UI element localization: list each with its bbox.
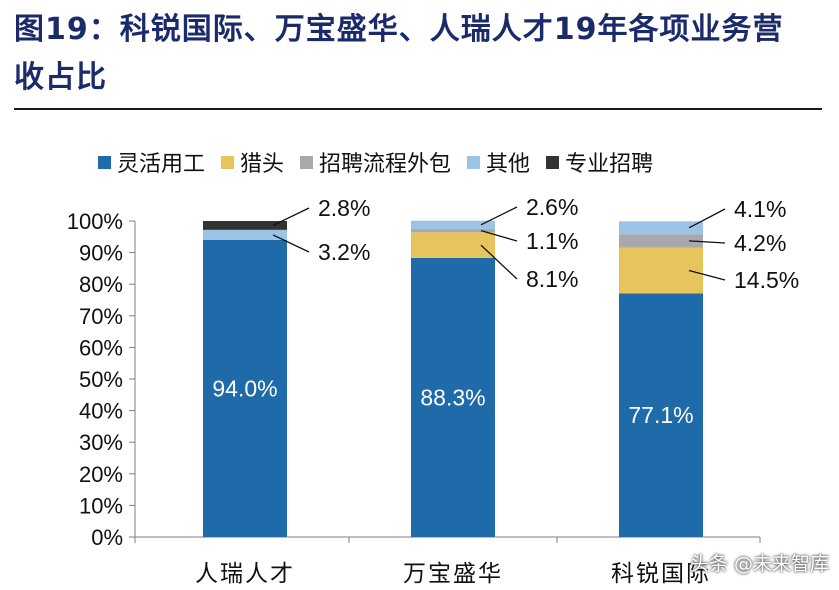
figure-title: 图19：科锐国际、万宝盛华、人瑞人才19年各项业务营收占比 (14, 12, 784, 95)
callout-leader-line (272, 207, 310, 227)
bar-segment (619, 221, 703, 235)
bar-segment (411, 228, 495, 233)
bar-value-label: 94.0% (212, 375, 277, 401)
x-category-label: 万宝盛华 (403, 561, 503, 587)
bar-segment (203, 221, 287, 230)
legend-label: 灵活用工 (117, 152, 206, 177)
y-tick-label: 30% (79, 430, 123, 455)
y-tick-label: 40% (79, 399, 123, 424)
y-tick-label: 60% (79, 335, 123, 360)
bar-segment (203, 229, 287, 240)
legend-item: 专业招聘 (546, 146, 653, 178)
y-tick-label: 0% (91, 525, 123, 550)
callout-label: 1.1% (526, 228, 578, 254)
y-tick-label: 80% (79, 272, 123, 297)
bar-value-label: 77.1% (628, 402, 693, 428)
bar-segment (411, 257, 495, 537)
y-tick-label: 10% (79, 493, 123, 518)
legend-label: 猎头 (240, 152, 285, 177)
legend-label: 专业招聘 (565, 152, 654, 177)
bar-segment (203, 239, 287, 537)
legend-item: 招聘流程外包 (300, 146, 451, 178)
callout-label: 14.5% (734, 267, 799, 293)
legend-label: 招聘流程外包 (319, 152, 452, 177)
y-tick-label: 100% (67, 209, 123, 234)
callout-leader-line (688, 240, 726, 244)
x-category-label: 科锐国际 (611, 561, 711, 587)
title-divider (14, 108, 822, 110)
legend-swatch (221, 155, 235, 169)
callout-label: 2.8% (318, 195, 370, 221)
callout-label: 4.1% (734, 196, 786, 222)
watermark-text: 头条 @未来智库 (689, 553, 829, 575)
callout-leader-line (480, 244, 518, 280)
callout-label: 4.2% (734, 230, 786, 256)
y-tick-label: 50% (79, 367, 123, 392)
legend-label: 其他 (486, 152, 531, 177)
callout-label: 3.2% (318, 239, 370, 265)
callout-label: 2.6% (526, 194, 578, 220)
y-tick-label: 90% (79, 241, 123, 266)
bar-segment (411, 220, 495, 229)
callout-leader-line (480, 230, 518, 242)
bar-value-label: 88.3% (420, 384, 485, 410)
legend-swatch (98, 155, 111, 169)
legend-swatch (300, 155, 314, 169)
callout-leader-line (688, 208, 726, 229)
callout-leader-line (688, 269, 726, 281)
bar-segment (411, 232, 495, 258)
callout-label: 8.1% (526, 266, 578, 292)
legend-item: 猎头 (221, 146, 284, 178)
x-category-label: 人瑞人才 (195, 561, 295, 587)
callout-leader-line (272, 234, 310, 253)
bar-segment (619, 234, 703, 248)
legend-swatch (467, 155, 481, 169)
legend-item: 灵活用工 (98, 146, 205, 178)
bar-segment (619, 293, 703, 537)
callout-leader-line (480, 206, 518, 226)
y-tick-label: 20% (79, 462, 123, 487)
legend-item: 其他 (467, 146, 530, 178)
chart-legend: 灵活用工 猎头 招聘流程外包 其他 专业招聘 (98, 146, 653, 178)
y-tick-label: 70% (79, 304, 123, 329)
legend-swatch (546, 155, 560, 169)
